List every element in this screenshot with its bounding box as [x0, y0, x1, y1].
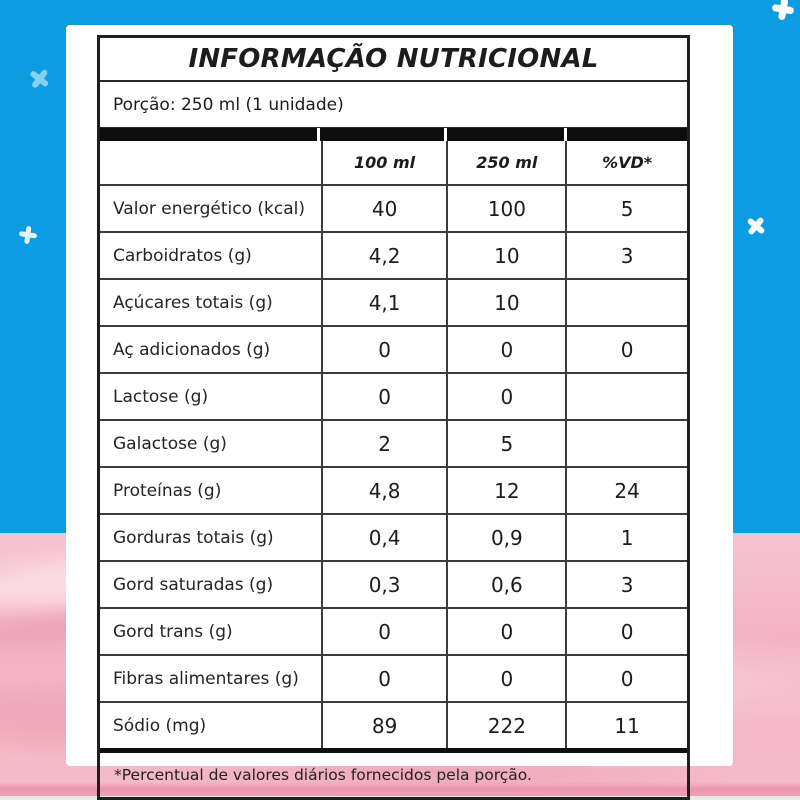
nutrient-name: Gord saturadas (g): [113, 574, 274, 595]
value-250ml: 10: [446, 280, 565, 325]
footnote-text: *Percentual de valores diários fornecido…: [114, 766, 532, 784]
value-250ml: 10: [446, 233, 565, 278]
nutrient-rows: Valor energético (kcal) 40 100 5 Carboid…: [100, 184, 687, 748]
value-vd: 0: [565, 327, 687, 372]
column-header-empty: [100, 141, 321, 184]
nutrient-name: Carboidratos (g): [113, 245, 252, 266]
value-100ml: 40: [320, 186, 447, 231]
value-100ml: 0,4: [320, 515, 447, 560]
table-row: Lactose (g) 0 0: [100, 372, 687, 419]
table-row: Gord saturadas (g) 0,3 0,6 3: [100, 560, 687, 607]
value-100ml: 89: [320, 703, 447, 748]
value-100ml: 0: [320, 656, 447, 701]
value-vd: 0: [565, 609, 687, 654]
value-250ml: 100: [446, 186, 565, 231]
table-row: Aç adicionados (g) 0 0 0: [100, 325, 687, 372]
table-row: Valor energético (kcal) 40 100 5: [100, 184, 687, 231]
nutrition-table: INFORMAÇÃO NUTRICIONAL Porção: 250 ml (1…: [97, 35, 690, 800]
value-vd: 0: [565, 656, 687, 701]
separator-segment: [447, 128, 565, 141]
value-250ml: 0,6: [446, 562, 565, 607]
column-header-row: 100 ml 250 ml %VD*: [100, 141, 687, 184]
separator-segment: [320, 128, 445, 141]
value-vd: [565, 280, 687, 325]
table-row: Carboidratos (g) 4,2 10 3: [100, 231, 687, 278]
table-row: Proteínas (g) 4,8 12 24: [100, 466, 687, 513]
value-100ml: 0: [320, 374, 447, 419]
table-row: Galactose (g) 2 5: [100, 419, 687, 466]
nutrient-name: Fibras alimentares (g): [113, 668, 299, 689]
footnote-row: *Percentual de valores diários fornecido…: [100, 748, 687, 797]
value-vd: 1: [565, 515, 687, 560]
nutrient-name: Galactose (g): [113, 433, 227, 454]
black-separator-bar: [100, 127, 687, 141]
nutrition-label-card: INFORMAÇÃO NUTRICIONAL Porção: 250 ml (1…: [66, 25, 733, 800]
value-250ml: 0,9: [446, 515, 565, 560]
value-vd: 3: [565, 562, 687, 607]
nutrient-name: Lactose (g): [113, 386, 209, 407]
value-250ml: 0: [446, 327, 565, 372]
value-100ml: 4,8: [320, 468, 447, 513]
sparkle-plus-icon: [770, 0, 795, 22]
table-title-text: INFORMAÇÃO NUTRICIONAL: [188, 44, 599, 74]
sparkle-plus-icon: [18, 225, 38, 245]
table-row: Gorduras totais (g) 0,4 0,9 1: [100, 513, 687, 560]
table-row: Açúcares totais (g) 4,1 10: [100, 278, 687, 325]
column-header-100ml: 100 ml: [320, 141, 447, 184]
value-100ml: 0: [320, 327, 447, 372]
value-100ml: 4,2: [320, 233, 447, 278]
table-row: Sódio (mg) 89 222 11: [100, 701, 687, 748]
value-vd: [565, 374, 687, 419]
nutrient-name: Valor energético (kcal): [113, 198, 306, 219]
value-vd: 24: [565, 468, 687, 513]
nutrient-name: Sódio (mg): [113, 715, 207, 736]
value-250ml: 0: [446, 609, 565, 654]
separator-segment: [567, 128, 687, 141]
portion-row: Porção: 250 ml (1 unidade): [100, 80, 687, 127]
value-250ml: 222: [446, 703, 565, 748]
value-250ml: 0: [446, 656, 565, 701]
value-100ml: 0,3: [320, 562, 447, 607]
separator-segment: [100, 128, 318, 141]
nutrient-name: Gorduras totais (g): [113, 527, 274, 548]
portion-text: Porção: 250 ml (1 unidade): [113, 94, 344, 115]
column-header-250ml: 250 ml: [446, 141, 565, 184]
value-250ml: 12: [446, 468, 565, 513]
value-100ml: 2: [320, 421, 447, 466]
value-vd: [565, 421, 687, 466]
value-250ml: 0: [446, 374, 565, 419]
milk-wave-stripe: [0, 782, 800, 797]
value-vd: 3: [565, 233, 687, 278]
value-250ml: 5: [446, 421, 565, 466]
table-row: Gord trans (g) 0 0 0: [100, 607, 687, 654]
value-100ml: 0: [320, 609, 447, 654]
nutrient-name: Aç adicionados (g): [113, 339, 271, 360]
nutrient-name: Proteínas (g): [113, 480, 222, 501]
nutrient-name: Açúcares totais (g): [113, 292, 273, 313]
value-vd: 5: [565, 186, 687, 231]
value-vd: 11: [565, 703, 687, 748]
value-100ml: 4,1: [320, 280, 447, 325]
nutrient-name: Gord trans (g): [113, 621, 233, 642]
table-row: Fibras alimentares (g) 0 0 0: [100, 654, 687, 701]
column-header-vd: %VD*: [565, 141, 687, 184]
table-title: INFORMAÇÃO NUTRICIONAL: [100, 38, 687, 80]
